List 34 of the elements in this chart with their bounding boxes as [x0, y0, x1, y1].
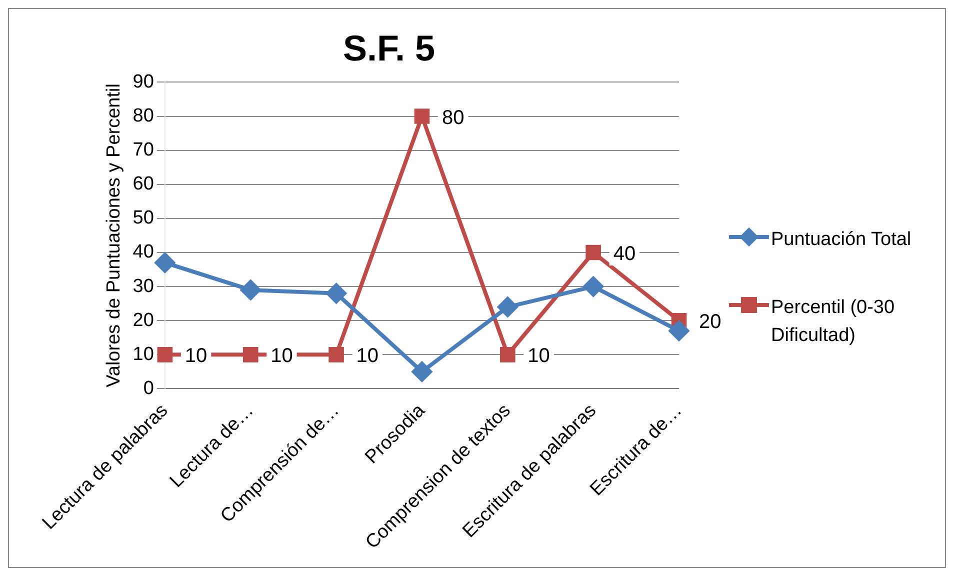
point	[240, 280, 261, 300]
point	[500, 347, 516, 362]
point	[669, 320, 689, 341]
data-label: 80	[442, 106, 464, 129]
data-label: 10	[528, 345, 550, 368]
point	[326, 283, 346, 304]
data-label: 10	[184, 345, 208, 368]
point	[412, 362, 432, 382]
data-label: 20	[699, 311, 722, 334]
y-tick-label: 40	[132, 242, 154, 263]
data-label: 10	[356, 345, 379, 368]
point	[154, 252, 175, 273]
chart-title: S.F. 5	[342, 28, 436, 69]
data-label: 40	[613, 243, 636, 266]
point	[583, 276, 604, 297]
y-tick-label: 50	[132, 208, 154, 229]
y-tick-label: 70	[132, 140, 154, 161]
point	[586, 244, 601, 260]
data-label: 10	[270, 345, 293, 368]
point	[157, 347, 173, 362]
y-axis-title: Valores de Puntuaciones y Percentil	[104, 84, 125, 388]
legend-label: Puntuación Total	[771, 228, 912, 252]
point	[414, 108, 430, 124]
point	[498, 296, 518, 317]
point	[242, 347, 258, 362]
y-tick-label: 90	[132, 71, 154, 92]
y-tick-label: 20	[132, 310, 154, 331]
legend-label: Percentil (0-30 Dificultad)	[771, 296, 896, 348]
y-tick-label: 80	[132, 105, 154, 126]
y-tick-label: 60	[132, 174, 154, 195]
y-tick-label: 30	[132, 276, 154, 297]
y-tick-label: 0	[143, 378, 154, 399]
point	[328, 347, 344, 362]
y-tick-label: 10	[132, 344, 154, 365]
